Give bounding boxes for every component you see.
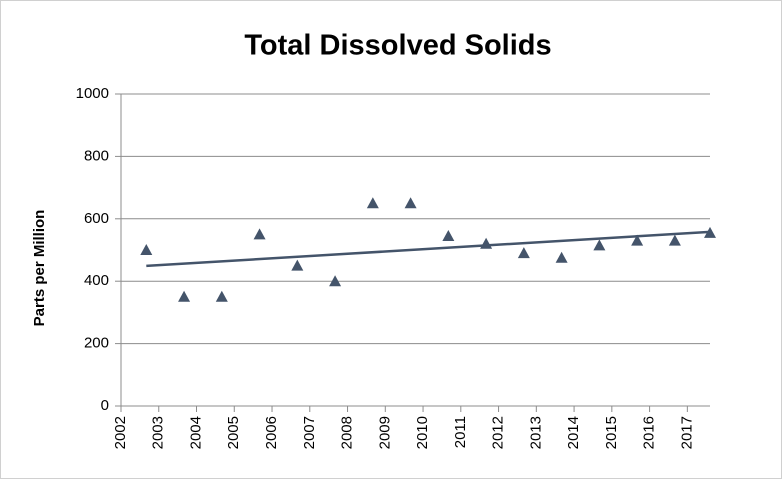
x-tick-label: 2003 xyxy=(150,416,167,449)
x-tick-label: 2016 xyxy=(641,416,658,449)
x-tick-label: 2007 xyxy=(301,416,318,449)
x-tick-label: 2017 xyxy=(678,416,695,449)
x-tick-label: 2006 xyxy=(263,416,280,449)
y-tick-label: 600 xyxy=(84,210,109,227)
data-point xyxy=(442,229,455,241)
data-point xyxy=(517,247,530,259)
data-point xyxy=(593,239,606,251)
data-point xyxy=(215,290,228,302)
trendline xyxy=(146,230,711,268)
x-tick-label: 2010 xyxy=(414,416,431,449)
data-point xyxy=(253,228,266,240)
x-tick-label: 2002 xyxy=(112,416,129,449)
x-tick-label: 2015 xyxy=(603,416,620,449)
data-point xyxy=(668,234,681,246)
data-point xyxy=(404,197,417,209)
y-tick-label: 400 xyxy=(84,272,109,289)
x-tick-label: 2011 xyxy=(452,416,469,448)
x-tick-label: 2009 xyxy=(376,416,393,449)
data-point xyxy=(291,259,304,271)
data-point xyxy=(140,244,153,255)
y-tick-label: 0 xyxy=(101,397,109,414)
x-tick-label: 2008 xyxy=(339,416,356,449)
chart-title: Total Dissolved Solids xyxy=(244,30,551,62)
x-tick-label: 2014 xyxy=(565,416,582,449)
data-point xyxy=(480,237,493,249)
data-point xyxy=(178,290,191,302)
data-point xyxy=(329,275,342,287)
data-point xyxy=(704,226,716,238)
y-tick-label: 200 xyxy=(84,335,109,352)
x-tick-label: 2005 xyxy=(225,416,242,449)
x-tick-label: 2012 xyxy=(490,416,507,449)
data-point xyxy=(555,251,568,263)
y-tick-label: 1000 xyxy=(76,85,109,102)
data-point xyxy=(366,197,379,209)
data-point xyxy=(631,234,644,246)
y-axis-label: Parts per Million xyxy=(31,210,48,327)
y-tick-label: 800 xyxy=(84,147,109,164)
x-tick-label: 2013 xyxy=(527,416,544,449)
x-tick-label: 2004 xyxy=(187,416,204,449)
